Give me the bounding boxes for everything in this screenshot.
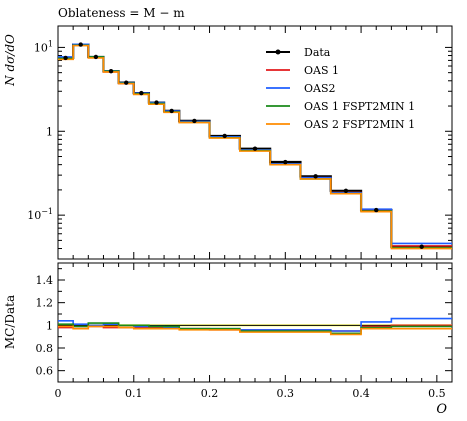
main-y-tick-label: 101 bbox=[34, 39, 53, 54]
series-line bbox=[58, 44, 452, 249]
x-tick-label: 0.5 bbox=[428, 387, 446, 400]
ratio-y-tick-label: 1.4 bbox=[36, 274, 54, 287]
ratio-y-tick-label: 0.6 bbox=[36, 365, 54, 378]
data-point bbox=[139, 90, 144, 96]
data-point bbox=[222, 133, 227, 139]
legend-label: OAS 1 bbox=[304, 64, 339, 77]
ratio-y-tick-label: 0.8 bbox=[36, 342, 54, 355]
main-y-tick-label: 10−1 bbox=[27, 207, 53, 222]
legend-label: Data bbox=[304, 46, 331, 59]
x-tick-label: 0.2 bbox=[201, 387, 219, 400]
data-point bbox=[108, 69, 114, 74]
data-point bbox=[374, 207, 379, 213]
legend-marker bbox=[275, 49, 281, 55]
data-point bbox=[343, 188, 349, 194]
ratio-axis-ticks: 0.6 0.8 1 1.2 1.4 bbox=[36, 268, 452, 383]
main-panel-frame bbox=[57, 25, 453, 260]
ratio-y-tick-label: 1.2 bbox=[36, 297, 54, 310]
main-y-tick-label: 1 bbox=[46, 125, 53, 138]
legend: Data OAS 1 OAS2 OAS 1 FSPT2MIN 1 OAS 2 FSPT2… bbox=[266, 46, 415, 131]
data-points bbox=[63, 42, 424, 249]
main-series-lines bbox=[58, 43, 452, 250]
data-point bbox=[419, 244, 424, 249]
series-line bbox=[58, 44, 452, 247]
legend-label: OAS2 bbox=[304, 82, 336, 95]
ratio-y-tick-label: 1 bbox=[46, 319, 53, 332]
x-tick-label: 0.4 bbox=[352, 387, 370, 400]
x-axis-label: O bbox=[436, 402, 447, 417]
legend-label: OAS 2 FSPT2MIN 1 bbox=[304, 118, 415, 131]
x-tick-label: 0.3 bbox=[277, 387, 295, 400]
ratio-y-label: MC/Data bbox=[3, 295, 17, 349]
data-point bbox=[78, 42, 83, 47]
x-tick-label: 0.1 bbox=[125, 387, 143, 400]
data-point bbox=[192, 118, 197, 124]
x-axis-ticks: 0 0.1 0.2 0.3 0.4 0.5 bbox=[55, 26, 453, 400]
ratio-line bbox=[58, 325, 452, 336]
data-point bbox=[63, 55, 68, 61]
series-line bbox=[58, 44, 452, 250]
data-point bbox=[93, 54, 99, 60]
x-tick-label: 0 bbox=[55, 387, 62, 400]
legend-label: OAS 1 FSPT2MIN 1 bbox=[304, 100, 415, 113]
data-point bbox=[169, 108, 174, 114]
main-axis-ticks: 10−1 1 101 bbox=[27, 39, 452, 260]
data-point bbox=[313, 174, 318, 179]
series-line bbox=[58, 43, 452, 245]
ratio-line bbox=[58, 317, 452, 332]
ratio-series-lines bbox=[58, 317, 452, 336]
main-y-label: N dσ/dO bbox=[3, 34, 17, 87]
data-histogram bbox=[58, 43, 452, 248]
ratio-line bbox=[58, 322, 452, 335]
data-point bbox=[123, 80, 129, 85]
data-point bbox=[154, 100, 159, 105]
data-point bbox=[283, 159, 288, 165]
chart-title: Oblateness = M − m bbox=[58, 6, 185, 20]
data-point bbox=[252, 146, 258, 151]
